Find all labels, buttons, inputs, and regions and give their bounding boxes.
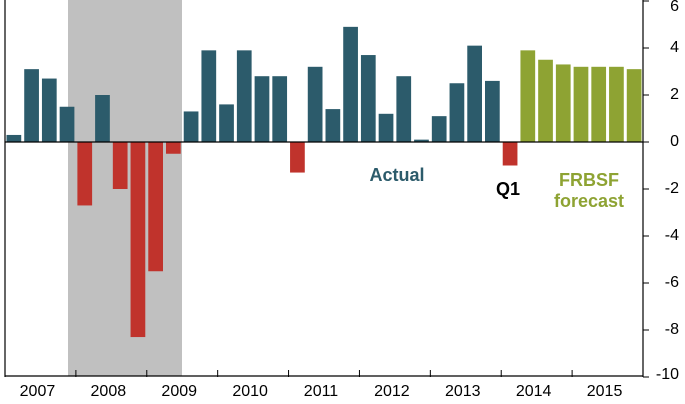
bar <box>538 59 553 142</box>
y-tick-label: -6 <box>665 274 679 291</box>
bar <box>360 55 376 142</box>
x-tick-label: 2007 <box>20 383 56 400</box>
bar <box>609 66 624 142</box>
bar <box>272 76 288 142</box>
x-tick-label: 2012 <box>374 383 410 400</box>
bar <box>112 142 128 189</box>
bar <box>130 142 146 338</box>
bar <box>166 142 181 154</box>
bar <box>414 139 429 142</box>
y-tick-label: 0 <box>670 133 679 150</box>
y-tick-label: -10 <box>656 366 679 383</box>
bar <box>449 83 465 142</box>
bar <box>378 113 394 142</box>
y-tick-label: -8 <box>665 321 679 338</box>
bar <box>24 69 39 142</box>
x-tick-label: 2015 <box>587 383 623 400</box>
y-tick-label: 4 <box>670 39 679 56</box>
bar <box>254 76 270 142</box>
y-tick-label: -4 <box>665 227 679 244</box>
x-tick-label: 2008 <box>91 383 127 400</box>
bar <box>148 142 163 272</box>
bar <box>236 50 252 142</box>
bar <box>431 116 447 142</box>
x-tick-label: 2009 <box>161 383 197 400</box>
y-tick-label: 6 <box>670 0 679 15</box>
bar <box>591 66 607 142</box>
series-label: FRBSF forecast <box>554 170 624 211</box>
bar <box>485 80 500 142</box>
bar <box>555 64 571 142</box>
bar <box>502 142 518 166</box>
bar <box>95 95 110 142</box>
annotation: Q1 <box>496 179 520 199</box>
x-tick-label: 2011 <box>304 383 339 400</box>
bar <box>183 111 199 142</box>
bar <box>325 109 341 142</box>
bar <box>6 134 22 142</box>
bar <box>59 106 75 142</box>
bar <box>467 45 482 142</box>
bar <box>396 76 412 142</box>
x-tick-label: 2014 <box>516 383 552 400</box>
y-tick-label: -2 <box>665 180 679 197</box>
bar <box>307 66 323 142</box>
bar <box>41 78 57 142</box>
bar <box>201 50 217 142</box>
x-tick-label: 2010 <box>232 383 268 400</box>
bar <box>626 69 642 142</box>
bar <box>520 50 536 142</box>
bar <box>219 104 234 142</box>
bar <box>290 142 305 173</box>
bar <box>343 26 358 143</box>
series-label: Actual <box>369 165 424 185</box>
x-tick-label: 2013 <box>445 383 481 400</box>
bar <box>573 66 589 142</box>
bar <box>77 142 93 206</box>
y-tick-label: 2 <box>670 86 679 103</box>
